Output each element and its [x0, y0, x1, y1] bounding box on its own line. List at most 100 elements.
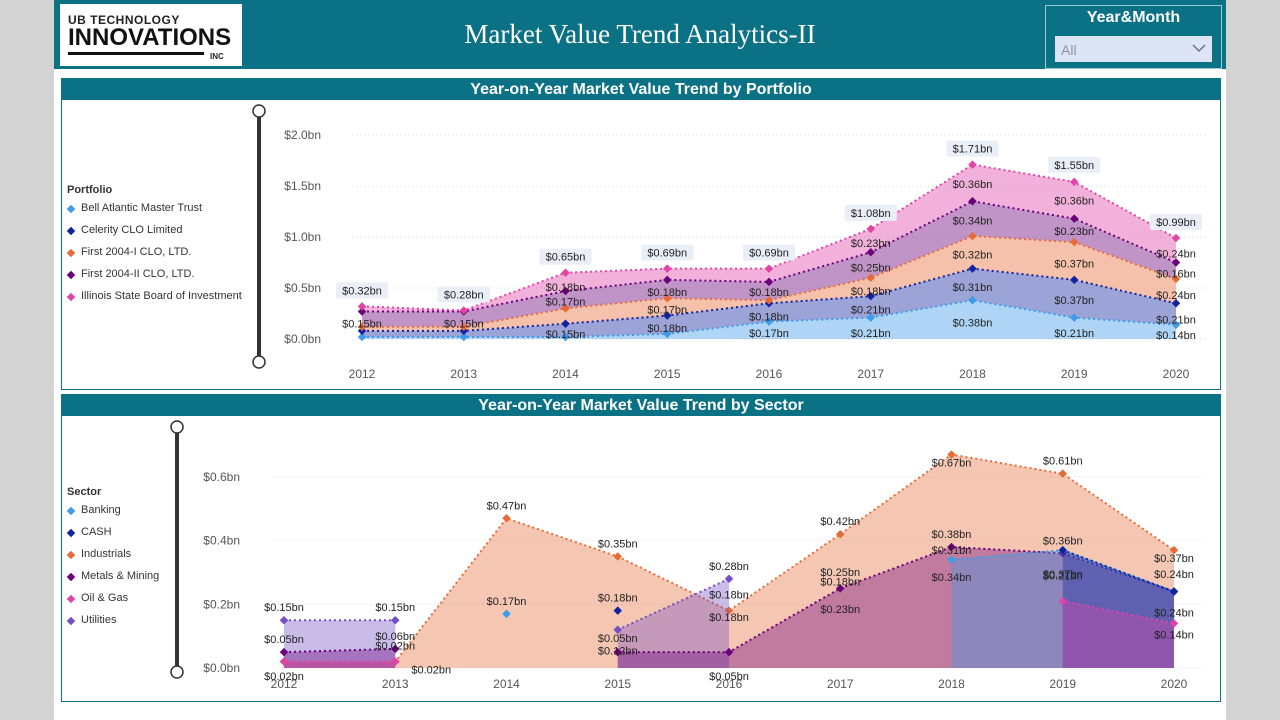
- legend-marker-icon: [66, 248, 76, 258]
- legend-item-cash[interactable]: CASH: [66, 526, 159, 548]
- legend-item-celerity-clo-limited[interactable]: Celerity CLO Limited: [66, 224, 242, 246]
- x-tick-label: 2016: [716, 677, 743, 691]
- area-bell-atlantic-master-trust: [362, 300, 1176, 339]
- data-label: $0.15bn: [444, 319, 484, 331]
- data-label: $0.17bn: [546, 296, 586, 308]
- data-label: $0.42bn: [820, 516, 860, 528]
- x-tick-label: 2013: [450, 367, 477, 381]
- data-label: $0.23bn: [1054, 226, 1094, 238]
- zoom-slider-handle[interactable]: [170, 665, 184, 679]
- data-point: [764, 264, 774, 273]
- y-tick-label: $0.6bn: [203, 470, 240, 484]
- data-label: $0.17bn: [647, 304, 687, 316]
- zoom-slider-handle[interactable]: [170, 420, 184, 434]
- year-month-dropdown[interactable]: All: [1055, 36, 1212, 62]
- legend-item-first-2004-ii-clo-ltd[interactable]: First 2004-II CLO, LTD.: [66, 268, 242, 290]
- chevron-down-icon[interactable]: [1192, 41, 1206, 59]
- data-label: $0.31bn: [953, 282, 993, 294]
- data-label: $0.38bn: [932, 529, 972, 541]
- logo-line1: UB TECHNOLOGY: [68, 13, 180, 27]
- total-label-bg: [539, 248, 592, 265]
- legend-item-industrials[interactable]: Industrials: [66, 548, 159, 570]
- legend-item-oil-gas[interactable]: Oil & Gas: [66, 592, 159, 614]
- legend-marker-icon: [66, 292, 76, 302]
- legend-item-metals-mining[interactable]: Metals & Mining: [66, 570, 159, 592]
- total-label: $0.99bn: [1156, 217, 1196, 229]
- sector-chart-title: Year-on-Year Market Value Trend by Secto…: [62, 395, 1220, 416]
- legend-label: Banking: [81, 504, 121, 516]
- data-point: [279, 647, 289, 657]
- data-label: $0.18bn: [709, 589, 749, 601]
- total-label: $0.69bn: [647, 248, 687, 260]
- data-point: [357, 322, 367, 332]
- logo-underline: [68, 52, 204, 55]
- data-label: $0.24bn: [1156, 248, 1196, 260]
- area-metals-mining: [617, 546, 1174, 668]
- data-label: $0.02bn: [264, 671, 304, 683]
- data-point: [866, 291, 875, 301]
- data-label: $0.17bn: [749, 328, 789, 340]
- area-first-2004-i-clo-ltd: [362, 235, 1176, 331]
- portfolio-legend: Portfolio Bell Atlantic Master Trust Cele…: [66, 184, 242, 312]
- data-label: $0.17bn: [487, 596, 527, 608]
- legend-label: Celerity CLO Limited: [81, 224, 183, 236]
- x-tick-label: 2019: [1061, 367, 1088, 381]
- legend-label: Industrials: [81, 548, 132, 560]
- legend-label: Bell Atlantic Master Trust: [81, 202, 203, 214]
- data-label: $0.21bn: [1054, 328, 1094, 340]
- x-tick-label: 2019: [1049, 677, 1076, 691]
- data-point: [1171, 274, 1181, 284]
- total-label-bg: [641, 244, 694, 261]
- x-tick-label: 2012: [349, 367, 376, 381]
- data-label: $0.14bn: [1154, 630, 1194, 642]
- area-oil-gas: [1062, 601, 1174, 668]
- data-label: $0.15bn: [546, 329, 586, 341]
- legend-label: CASH: [81, 526, 112, 538]
- data-point: [391, 657, 400, 666]
- data-label: $0.05bn: [598, 633, 638, 645]
- data-label: $0.02bn: [411, 665, 451, 677]
- legend-marker-icon: [66, 616, 76, 626]
- zoom-slider-handle[interactable]: [252, 355, 266, 369]
- data-label: $0.37bn: [1054, 295, 1094, 307]
- total-label: $1.55bn: [1054, 160, 1094, 172]
- total-label-bg: [844, 204, 897, 221]
- legend-label: First 2004-I CLO, LTD.: [81, 246, 192, 258]
- data-label: $0.05bn: [264, 634, 304, 646]
- data-label: $0.32bn: [953, 249, 993, 261]
- data-label: $0.24bn: [1154, 607, 1194, 619]
- zoom-slider-handle[interactable]: [252, 104, 266, 118]
- data-label: $0.05bn: [709, 671, 749, 683]
- data-label: $0.36bn: [1043, 535, 1083, 547]
- sector-legend: Sector Banking CASH Industrials Metals & Mi…: [66, 486, 159, 636]
- legend-item-banking[interactable]: Banking: [66, 504, 159, 526]
- data-label: $0.21bn: [851, 304, 891, 316]
- data-label: $0.31bn: [932, 545, 972, 557]
- data-point: [459, 306, 468, 315]
- legend-item-illinois-state-board-of-investment[interactable]: Illinois State Board of Investment: [66, 290, 242, 312]
- data-label: $0.37bn: [1043, 569, 1083, 581]
- data-label: $0.23bn: [820, 604, 860, 616]
- x-tick-label: 2013: [382, 677, 409, 691]
- line-bell-atlantic-master-trust: [362, 299, 1177, 338]
- x-tick-label: 2015: [654, 367, 681, 381]
- line-metals-mining: [283, 647, 396, 654]
- data-label: $0.35bn: [598, 539, 638, 551]
- y-tick-label: $0.0bn: [203, 661, 240, 675]
- legend-item-first-2004-i-clo-ltd[interactable]: First 2004-I CLO, LTD.: [66, 246, 242, 268]
- legend-marker-icon: [66, 270, 76, 280]
- legend-item-bell-atlantic-master-trust[interactable]: Bell Atlantic Master Trust: [66, 202, 242, 224]
- data-label: $0.25bn: [851, 263, 891, 275]
- total-label-bg: [437, 286, 490, 303]
- report-header: UB TECHNOLOGY INNOVATIONS INC Market Val…: [54, 0, 1226, 69]
- area-metals-mining: [284, 648, 396, 668]
- data-point: [561, 304, 570, 313]
- data-label: $0.24bn: [1156, 290, 1196, 302]
- data-point: [391, 615, 400, 625]
- legend-item-utilities[interactable]: Utilities: [66, 614, 159, 636]
- line-celerity-clo-limited: [362, 267, 1177, 332]
- data-point: [764, 277, 774, 287]
- data-point: [459, 322, 468, 332]
- data-label: $0.18bn: [709, 612, 749, 624]
- data-point: [279, 657, 289, 666]
